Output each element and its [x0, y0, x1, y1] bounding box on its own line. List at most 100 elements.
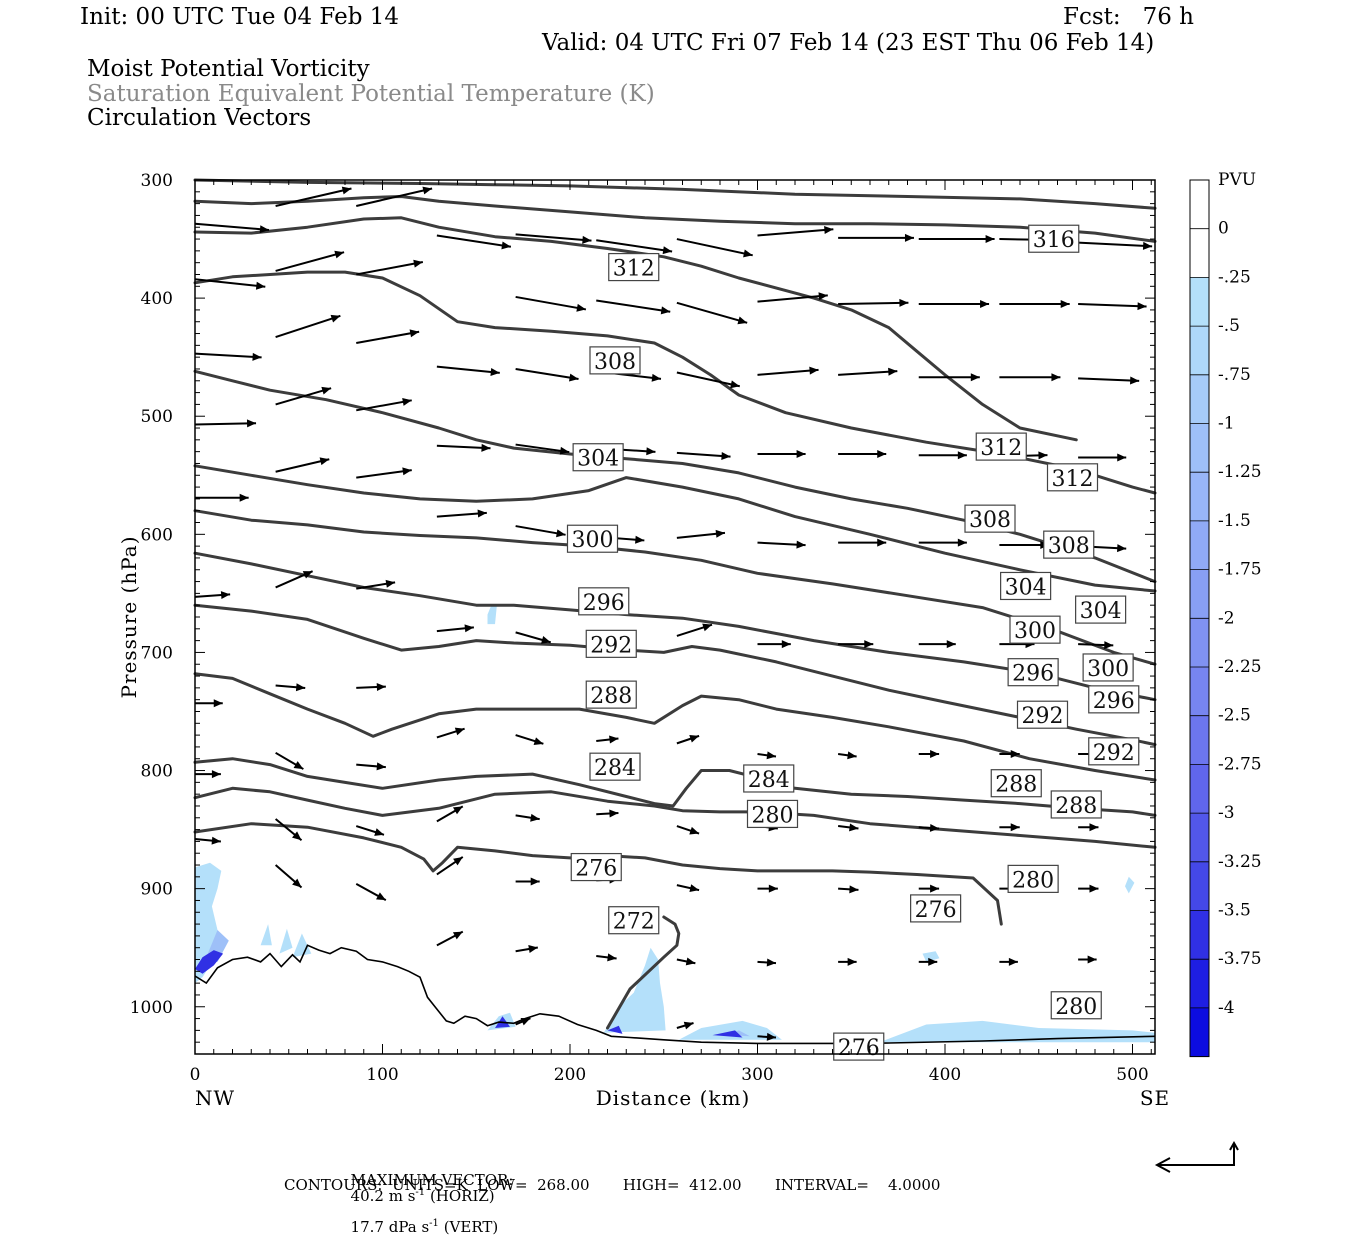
circulation-vector — [436, 624, 474, 633]
contour-label-box — [585, 680, 637, 709]
vector-head — [849, 885, 859, 894]
vector-head — [737, 316, 748, 325]
vector-head — [766, 958, 776, 967]
circulation-vector — [918, 235, 995, 244]
reference-vector-icon — [1154, 1140, 1239, 1173]
contour-label-text: 304 — [1005, 575, 1047, 600]
pv-region-8 — [922, 951, 940, 962]
colorbar-swatch — [1190, 374, 1209, 424]
circulation-vector — [757, 226, 834, 237]
circulation-vector — [275, 250, 345, 272]
circulation-vector — [999, 540, 1050, 549]
contour-label-box — [910, 894, 962, 923]
colorbar-label: -1.75 — [1218, 560, 1262, 580]
contour-label-316: 316 — [1028, 224, 1080, 253]
vector-shaft — [757, 228, 834, 237]
vector-shaft — [676, 371, 740, 388]
vector-shaft — [275, 314, 341, 339]
circulation-vector — [1078, 641, 1114, 650]
vector-head — [292, 878, 302, 888]
vector-head — [385, 579, 396, 588]
vector-head — [481, 443, 491, 452]
circulation-vector — [515, 734, 544, 745]
x-end-label-nw: NW — [195, 1086, 235, 1110]
vector-head — [464, 624, 474, 633]
circulation-vector — [194, 352, 262, 361]
vector-head — [847, 957, 857, 966]
circulation-vector — [356, 329, 420, 344]
vector-head — [1087, 955, 1097, 964]
pv-colorbar: PVU 0 -.25 -.5 -.75 -1 -1.25 -1.5 -1.75 -2 -2.25 -2… — [1189, 170, 1262, 1058]
circulation-vector — [757, 450, 806, 459]
contour-label-304: 304 — [572, 443, 624, 472]
circulation-vector — [676, 529, 726, 539]
vector-shaft — [757, 368, 819, 376]
y-tick-label: 500 — [141, 407, 173, 427]
contour-label-288: 288 — [1050, 790, 1102, 819]
contour-label-308: 308 — [964, 504, 1016, 533]
contour-label-text: 312 — [1052, 467, 1094, 492]
vector-head — [530, 877, 540, 886]
contour-label-312: 312 — [608, 252, 660, 282]
circulation-vector — [194, 836, 221, 845]
colorbar-label: -4 — [1218, 998, 1235, 1018]
circulation-vector — [838, 233, 914, 242]
colorbar-label: -2.75 — [1218, 754, 1262, 774]
y-tick-label: 900 — [141, 880, 173, 900]
circulation-vector — [1078, 955, 1097, 964]
colorbar-label: 0 — [1218, 219, 1229, 239]
contour-label-304: 304 — [1075, 595, 1127, 624]
contour-label-text: 292 — [590, 633, 632, 658]
y-tick-label: 800 — [141, 762, 173, 782]
circulation-vector — [918, 750, 940, 759]
vector-shaft — [515, 233, 592, 242]
vector-shaft — [194, 352, 262, 359]
axes-layer: 300 400 500 600 700 800 900 1000 0 100 200 300 400 50… — [130, 171, 1155, 1085]
vector-head — [929, 823, 940, 832]
colorbar-label: -.25 — [1218, 267, 1251, 287]
vector-head — [970, 373, 980, 382]
x-tick-label: 500 — [1116, 1065, 1148, 1085]
vector-head — [985, 235, 995, 244]
circulation-vector — [275, 386, 332, 406]
vector-shaft — [515, 367, 579, 380]
vector-head — [402, 397, 412, 406]
contour-label-box — [1016, 700, 1069, 729]
vector-shaft — [356, 261, 424, 276]
contour-label-box — [1007, 658, 1059, 687]
contour-label-box — [1075, 595, 1127, 624]
vector-shaft — [436, 365, 500, 374]
pv-region-16 — [712, 1030, 743, 1038]
contour-label-box — [990, 769, 1042, 798]
vector-head — [766, 751, 776, 760]
colorbar-swatch — [1190, 715, 1209, 765]
contour-label-292: 292 — [1088, 737, 1140, 766]
vector-shaft — [1078, 303, 1147, 308]
vector-shaft — [275, 458, 330, 473]
contour-label-box — [743, 764, 795, 793]
circulation-vector — [918, 451, 967, 460]
vector-head — [607, 953, 617, 962]
circulation-vector — [194, 591, 231, 600]
contour-label-280: 280 — [1007, 864, 1059, 893]
circulation-vector — [918, 823, 940, 832]
contour-label-box — [608, 252, 660, 282]
vector-shaft — [436, 234, 512, 248]
vector-head — [1117, 453, 1127, 462]
valid-time: Valid: 04 UTC Fri 07 Feb 14 (23 EST Thu … — [542, 30, 1155, 56]
contour-label-text: 296 — [1093, 689, 1135, 714]
x-tick-label: 0 — [190, 1065, 201, 1085]
circulation-vector — [515, 367, 579, 382]
colorbar-swatch — [1190, 667, 1209, 716]
circulation-vector — [355, 825, 385, 836]
x-tick-label: 300 — [741, 1065, 773, 1085]
contour-label-296: 296 — [578, 587, 630, 616]
colorbar-label: -3.5 — [1218, 901, 1251, 921]
circulation-vector — [838, 450, 887, 459]
vector-head — [213, 699, 223, 708]
max-horiz-exp: -1 — [415, 1187, 426, 1198]
circulation-vector — [918, 640, 956, 649]
contour-label-box — [570, 852, 622, 882]
vector-head — [930, 884, 940, 893]
vector-head — [302, 571, 313, 579]
